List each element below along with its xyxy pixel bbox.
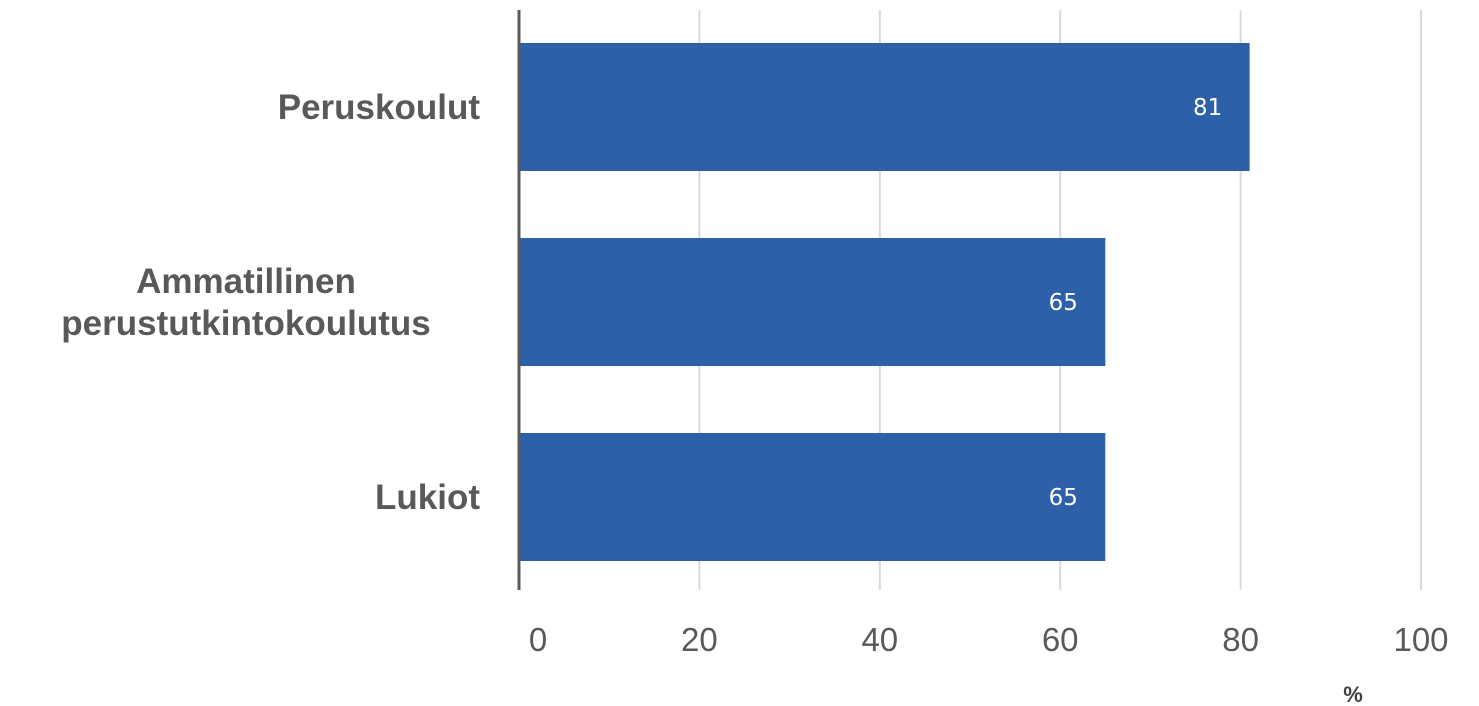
data-label-0: 81: [1193, 95, 1222, 121]
category-label-1: Ammatillinen perustutkintokoulutus: [61, 262, 430, 343]
labels: 0 20 40 60 80 100 81 Peruskoulut 65 Ammatillinen p…: [61, 88, 1448, 658]
category-label-2: Lukiot: [375, 478, 480, 517]
data-label-1: 65: [1049, 290, 1078, 316]
bar-1: [519, 238, 1106, 366]
x-tick-label-0: 0: [529, 621, 547, 658]
x-tick-label-80: 80: [1222, 621, 1259, 658]
bar-0: [519, 43, 1250, 171]
category-label-line: Ammatillinen: [136, 262, 356, 301]
x-tick-label-20: 20: [681, 621, 718, 658]
x-tick-label-40: 40: [861, 621, 898, 658]
x-tick-label-100: 100: [1393, 621, 1448, 658]
x-axis-unit-label: %: [1343, 682, 1363, 706]
bars: [519, 43, 1250, 561]
category-label-0: Peruskoulut: [278, 88, 481, 127]
category-label-line: Lukiot: [375, 478, 480, 517]
category-label-line: Peruskoulut: [278, 88, 481, 127]
bar-2: [519, 433, 1106, 561]
data-label-2: 65: [1049, 485, 1078, 511]
x-tick-label-60: 60: [1042, 621, 1079, 658]
category-label-line: perustutkintokoulutus: [61, 304, 430, 343]
